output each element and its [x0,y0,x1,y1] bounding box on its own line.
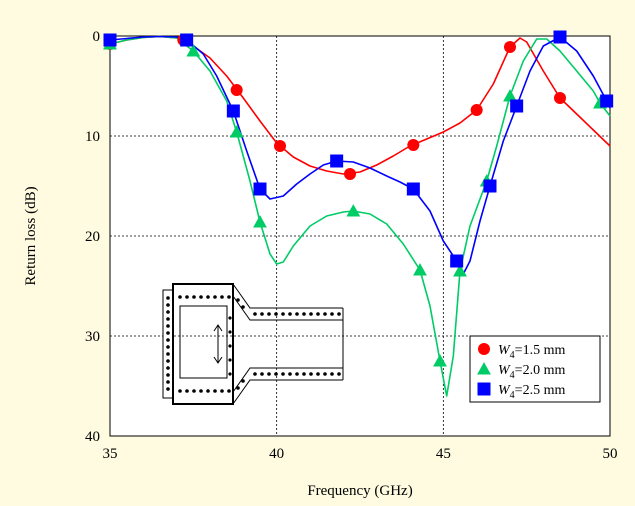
grid-lines [110,36,610,436]
y-tick-label: 20 [85,229,100,245]
y-tick-label: 0 [93,29,101,45]
data-point-s2 [503,89,517,102]
x-axis-label: Frequency (GHz) [307,483,412,499]
data-point-s3 [330,154,344,168]
data-point-s2 [433,354,447,367]
data-point-s1 [554,92,566,104]
legend-label-2: W4=2.0 mm [498,363,565,381]
y-axis-label: Return loss (dB) [23,186,39,285]
data-point-s3 [600,94,614,108]
data-point-s3 [180,33,194,47]
data-point-s3 [450,254,464,268]
series-curves [109,35,611,397]
data-point-s3 [483,179,497,193]
legend-box [469,335,601,403]
x-tick-label: 40 [269,446,284,462]
legend-marker-2 [477,362,491,375]
data-point-s3 [226,104,240,118]
data-point-s3 [406,182,420,196]
data-point-s1 [407,139,420,151]
y-tick-labels: 0 10 20 30 40 [85,29,100,445]
series-markers [103,30,614,367]
data-point-s1 [344,168,356,180]
x-tick-label: 50 [603,446,618,462]
series-line-3 [109,35,611,275]
data-point-s3 [510,99,524,113]
data-point-s2 [453,264,467,277]
data-point-s1 [504,41,516,53]
legend-label-3: W4=2.5 mm [498,383,565,401]
y-tick-label: 40 [85,429,100,445]
x-tick-label: 35 [103,446,118,462]
data-point-s2 [186,44,201,57]
legend-label-1: W4=1.5 mm [498,343,565,361]
data-point-s2 [346,204,361,217]
data-point-s2 [253,215,267,228]
data-point-s2 [229,125,244,138]
series-line-2 [109,35,611,397]
data-point-s2 [413,263,427,276]
data-point-s3 [553,30,567,44]
legend-marker-1 [478,343,490,355]
via-holes [166,295,341,393]
data-point-s1 [470,104,483,116]
data-point-s3 [103,33,117,47]
data-point-s1 [274,140,286,152]
y-tick-label: 30 [85,329,100,345]
data-point-s1 [230,84,243,96]
y-tick-label: 10 [85,129,100,145]
legend: W4=1.5 mm W4=2.0 mm W4=2.5 mm [469,335,601,403]
x-tick-label: 45 [436,446,451,462]
legend-marker-3 [477,382,491,396]
waveguide-structure-inset [162,283,344,405]
legend-entries: W4=1.5 mm W4=2.0 mm W4=2.5 mm [477,343,565,401]
data-point-s3 [253,182,267,196]
x-tick-labels: 35 40 45 50 [103,446,618,462]
